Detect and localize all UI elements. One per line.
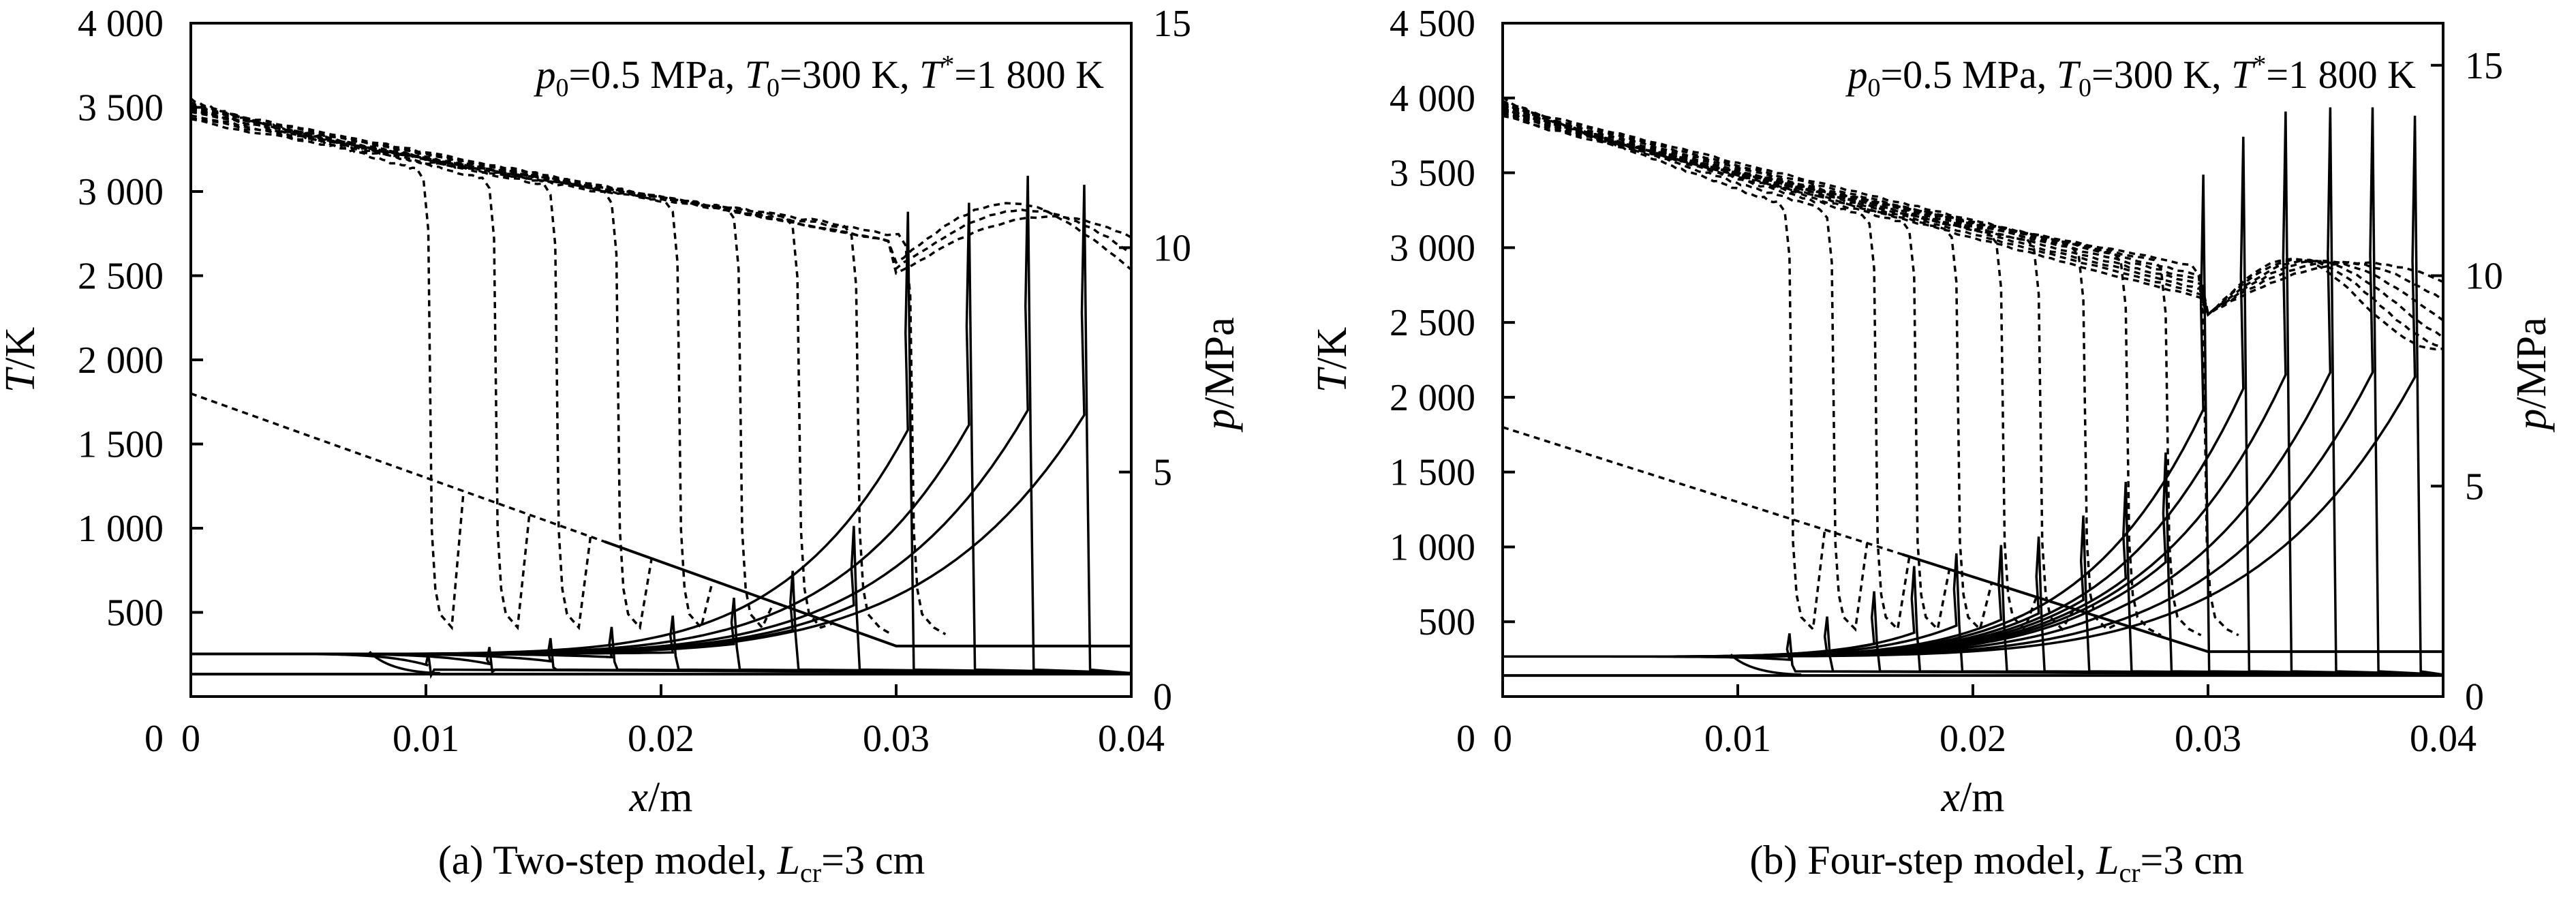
panel-a-conditions-annotation: p0=0.5 MPa, T0=300 K, T*=1 800 K [533,50,1104,102]
panel-a-y2-axis-label: p/MPa [1197,317,1243,432]
panel-a-temperature-trace [190,109,1133,271]
panel-b-pressure-profile [1503,107,2444,676]
panel-b-y-tick-label: 1 500 [1390,452,1475,494]
panel-b-temperature-profile [1502,100,1869,632]
panel-a-y-tick-label: 2 500 [78,256,164,298]
panel-b-curves [1501,96,2444,677]
panel-b-conditions-annotation: p0=0.5 MPa, T0=300 K, T*=1 800 K [1845,50,2416,102]
panel-b-x-tick-label: 0 [1493,718,1512,760]
panel-b-temperature-profile [1502,100,1911,632]
panel-a-temperature-trace [190,106,1132,275]
panel-b-pressure-profile [1503,111,2444,676]
panel-b-y-tick-label: 3 000 [1390,227,1475,269]
panel-a-temperature-profile [190,117,947,636]
panel-b-x-tick-label: 0.03 [2175,718,2241,760]
panel-b-temperature-profile [1502,102,1951,632]
panel-b-x-tick-label: 0.04 [2410,718,2477,760]
panel-b-y-tick-label: 4 000 [1390,78,1475,120]
panel-b-x-tick-label: 0.01 [1704,718,1771,760]
panel-b-y-tick-label: 1 000 [1390,526,1475,568]
panel-b-y2-axis-label: p/MPa [2509,317,2555,432]
panel-b-temperature-profile [1502,110,2162,637]
panel-a-x-tick-label: 0.03 [863,718,930,760]
panel-b-pressure-profile [1730,653,1802,676]
panel-a-y-tick-label: 3 500 [78,87,164,129]
panel-a-x-tick-label: 0.02 [628,718,694,760]
panel-a-pressure-profile [191,202,1132,675]
panel-b-x-tick-label: 0.02 [1939,718,2006,760]
panel-a-y2-tick-label: 10 [1153,227,1191,269]
panel-a-y-tick-label: 500 [106,592,164,635]
panel-a-temperature-trace [190,108,1132,271]
panel-a-x-axis-label: x/m [629,774,693,821]
panel-b-y2-tick-label: 0 [2465,676,2484,718]
panel-b-plot-frame [1501,22,2444,698]
panel-a-temperature-gradient-line [604,540,1131,647]
panel-a-pressure-profile [191,570,1132,675]
panel-a-y-axis-label: T/K [0,327,44,393]
panel-a-pressure-profile [191,185,1132,675]
panel-a-temperature-profile [190,110,776,630]
panel-a-y-tick-label: 1 000 [78,508,164,550]
panel-a-origin-label: 0 [144,718,164,760]
panel-b-pressure-profile [1503,566,2444,676]
panel-a-pressure-profile [191,175,1132,675]
panel-b-temperature-trace [1502,112,2444,351]
panel-b-pressure-profile [1503,136,2444,676]
panel-b-origin-label: 0 [1456,718,1475,760]
panel-b-temperature-trace [1502,105,2444,317]
panel-a-x-tick-label: 0.01 [393,718,459,760]
panel-a-temperature-profile [190,101,531,630]
panel-a-temperature-profile [189,97,465,630]
panel-b-y-tick-label: 2 500 [1390,302,1475,344]
panel-b-x-axis-label: x/m [1941,774,2005,821]
panel-a-temperature-profile [190,107,714,630]
panel-b-y-tick-label: 2 000 [1390,377,1475,419]
panel-a-curves [189,97,1133,679]
panel-b-initial-temperature-ramp [1502,426,2209,653]
panel-a-pressure-profile [191,615,1132,675]
panel-a-pressure-profile [368,650,440,675]
panel-b-y-tick-label: 3 500 [1390,153,1475,195]
panel-a-pressure-profile [191,525,1132,675]
panel-b-pressure-profile [1503,536,2444,676]
panel-a-x-tick-label: 0.04 [1098,718,1165,760]
panel-a-y2-tick-label: 5 [1153,452,1172,494]
panel-b-y2-tick-label: 10 [2465,256,2503,298]
panel-b-y-tick-label: 500 [1418,601,1475,643]
panel-a-plot-frame [189,22,1133,698]
panel-a-y-tick-label: 3 000 [78,171,164,213]
panel-b-caption: (b) Four-step model, Lcr=3 cm [1749,838,2243,888]
panel-b-y2-tick-label: 5 [2465,465,2484,508]
panel-a-temperature-profile [190,114,833,629]
panel-a-temperature-profile [190,105,653,630]
panel-b-y-axis-label: T/K [1309,327,1355,393]
panel-b-y2-tick-label: 15 [2465,45,2503,87]
panel-a-y-tick-label: 1 500 [78,424,164,466]
panel-a-x-tick-label: 0 [181,718,200,760]
panel-a-pressure-profile [191,211,1132,675]
panel-a-caption: (a) Two-step model, Lcr=3 cm [438,838,925,888]
panel-b-temperature-trace [1502,103,2444,316]
panel-a-temperature-profile [190,117,892,636]
panel-a-y2-tick-label: 15 [1153,3,1191,45]
panel-b-y-tick-label: 4 500 [1390,3,1475,45]
panel-b-pressure-profile [1503,107,2444,676]
panel-b-pressure-profile [1503,115,2444,676]
panel-b-pressure-profile [1503,545,2444,676]
panel-a-y-tick-label: 2 000 [78,339,164,382]
panel-a-y-tick-label: 4 000 [78,3,164,45]
panel-a-temperature-profile [190,104,592,630]
panel-a-y2-tick-label: 0 [1153,676,1172,718]
